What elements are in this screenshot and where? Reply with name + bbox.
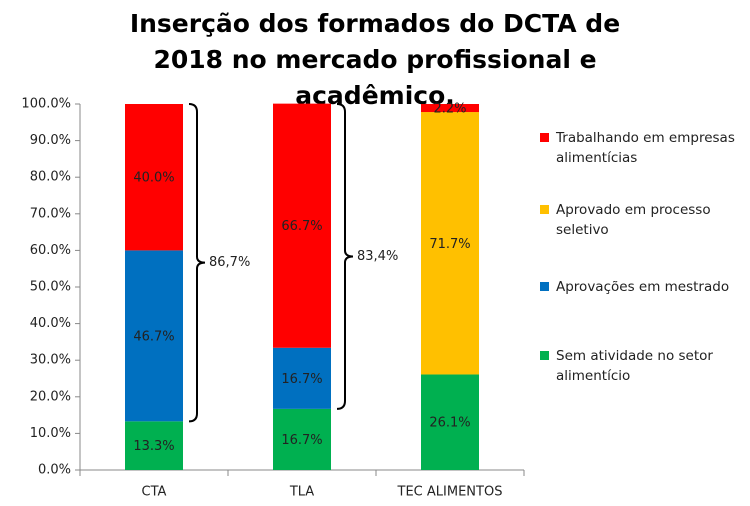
- y-tick-label: 0.0%: [38, 463, 71, 478]
- legend-swatch: [540, 205, 549, 214]
- chart-title: Inserção dos formados do DCTA de 2018 no…: [129, 9, 621, 110]
- value-label: 13.3%: [133, 439, 174, 454]
- legend-item: Aprovações em mestrado: [540, 277, 750, 297]
- legend-swatch: [540, 351, 549, 360]
- x-tick-label: CTA: [142, 485, 167, 500]
- y-tick-label: 10.0%: [30, 426, 71, 441]
- bar-segment: [125, 421, 183, 470]
- bar-segment: [421, 112, 479, 375]
- bar-segment: [273, 347, 331, 409]
- y-tick-label: 60.0%: [30, 243, 71, 258]
- value-label: 40.0%: [133, 171, 174, 186]
- bar-segment: [125, 104, 183, 251]
- legend-swatch: [540, 282, 549, 291]
- annotation: 86,7%: [209, 255, 250, 270]
- value-label: 26.1%: [429, 416, 470, 431]
- y-tick-label: 40.0%: [30, 316, 71, 331]
- bar-segment: [273, 103, 331, 348]
- bar-segment: [421, 104, 479, 113]
- annotation: 83,4%: [357, 249, 398, 264]
- value-label: 71.7%: [429, 237, 470, 252]
- legend-label: Sem atividade no setor alimentício: [556, 348, 713, 384]
- legend-label: Trabalhando em empresas alimentícias: [556, 130, 735, 166]
- value-label: 16.7%: [281, 433, 322, 448]
- bar-segment: [125, 250, 183, 422]
- y-tick-label: 50.0%: [30, 280, 71, 295]
- value-label: 46.7%: [133, 329, 174, 344]
- brace: [188, 103, 206, 423]
- legend-swatch: [540, 133, 549, 142]
- value-label: 16.7%: [281, 372, 322, 387]
- y-tick-label: 80.0%: [30, 170, 71, 185]
- brace: [336, 103, 354, 410]
- y-tick-label: 90.0%: [30, 133, 71, 148]
- y-tick-label: 20.0%: [30, 389, 71, 404]
- bar-segment: [273, 408, 331, 470]
- y-tick-label: 100.0%: [21, 97, 71, 112]
- bar-segment: [421, 374, 479, 470]
- value-label: 66.7%: [281, 219, 322, 234]
- x-tick-label: TLA: [289, 485, 314, 500]
- x-tick-label: TEC ALIMENTOS: [397, 485, 503, 500]
- legend-label: Aprovações em mestrado: [556, 279, 730, 295]
- legend-label: Aprovado em processo seletivo: [556, 202, 711, 238]
- legend-item: Sem atividade no setor alimentício: [540, 346, 750, 386]
- y-tick-label: 30.0%: [30, 353, 71, 368]
- legend-item: Aprovado em processo seletivo: [540, 200, 750, 240]
- legend-item: Trabalhando em empresas alimentícias: [540, 128, 750, 168]
- value-label: 2.2%: [433, 102, 466, 117]
- y-tick-label: 70.0%: [30, 206, 71, 221]
